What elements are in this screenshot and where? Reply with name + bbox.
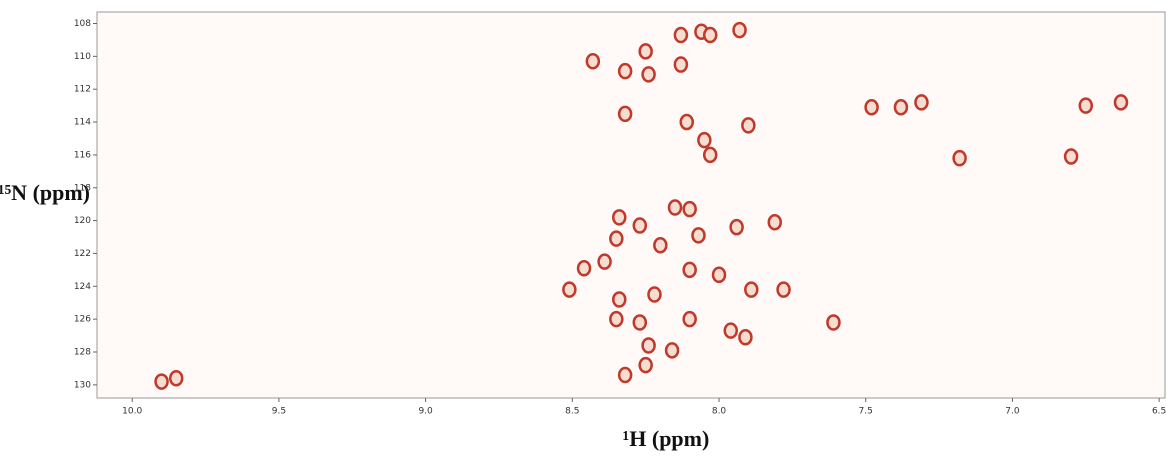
peak	[952, 149, 967, 167]
peak	[702, 26, 718, 44]
peak	[632, 217, 648, 234]
plot-area	[96, 11, 1166, 399]
y-tick-label: 116	[74, 150, 91, 160]
y-tick-label: 112	[74, 85, 91, 95]
peak	[562, 281, 577, 298]
peak	[673, 56, 689, 73]
x-tick-label: 8.5	[565, 407, 579, 417]
y-tick-label: 110	[74, 52, 91, 62]
peak	[893, 99, 909, 116]
x-tick-label: 7.5	[859, 407, 873, 417]
peak	[667, 199, 683, 216]
peak	[682, 310, 697, 328]
peak	[617, 366, 633, 384]
peak	[697, 131, 712, 149]
peak	[597, 253, 612, 270]
peak	[864, 99, 879, 116]
peak	[767, 213, 783, 231]
peak	[682, 200, 697, 218]
peak	[617, 105, 633, 123]
peak	[154, 373, 169, 390]
peak	[702, 146, 718, 164]
y-tick-label: 122	[74, 249, 91, 259]
peak	[168, 370, 184, 387]
x-axis-label: ¹H (ppm)	[623, 426, 710, 451]
y-tick-label: 126	[74, 315, 91, 325]
y-tick-label: 118	[74, 183, 91, 193]
peak	[723, 322, 739, 339]
peak	[585, 53, 601, 70]
y-axis-label: ¹⁵N (ppm)	[0, 180, 90, 205]
y-tick-label: 130	[74, 380, 91, 390]
peak	[1113, 94, 1129, 111]
peak	[914, 94, 929, 111]
peak	[641, 66, 656, 83]
peak	[744, 281, 759, 298]
y-tick-label: 120	[74, 216, 91, 226]
y-tick-label: 124	[74, 282, 91, 292]
x-tick-label: 6.5	[1152, 407, 1166, 417]
peak	[632, 314, 648, 331]
y-tick-label: 128	[74, 348, 91, 358]
x-tick-label: 9.0	[418, 407, 433, 417]
peak	[682, 261, 697, 279]
peak	[738, 328, 753, 346]
peak	[732, 21, 747, 39]
peak	[612, 209, 627, 226]
peak	[653, 236, 668, 254]
peak	[617, 62, 633, 80]
peak	[609, 310, 624, 328]
y-tick-label: 114	[74, 118, 91, 128]
peak	[647, 286, 662, 303]
peak	[776, 281, 791, 298]
peak	[729, 218, 744, 236]
x-tick-label: 8.0	[712, 407, 727, 417]
peak	[826, 314, 841, 331]
peak	[641, 337, 656, 354]
peak	[1063, 148, 1079, 165]
peak	[576, 259, 592, 277]
peak	[612, 291, 627, 308]
x-tick-label: 7.0	[1005, 407, 1020, 417]
peak	[711, 266, 727, 284]
peak	[691, 227, 706, 244]
peak	[673, 26, 689, 44]
x-tick-label: 10.0	[122, 407, 142, 417]
peak	[1078, 97, 1094, 114]
peak	[664, 342, 680, 359]
peak	[638, 356, 653, 374]
x-tick-label: 9.5	[272, 407, 286, 417]
y-tick-label: 108	[74, 19, 91, 29]
peak	[741, 117, 756, 134]
peak	[679, 113, 694, 131]
peak	[609, 230, 624, 247]
peak	[638, 43, 653, 60]
